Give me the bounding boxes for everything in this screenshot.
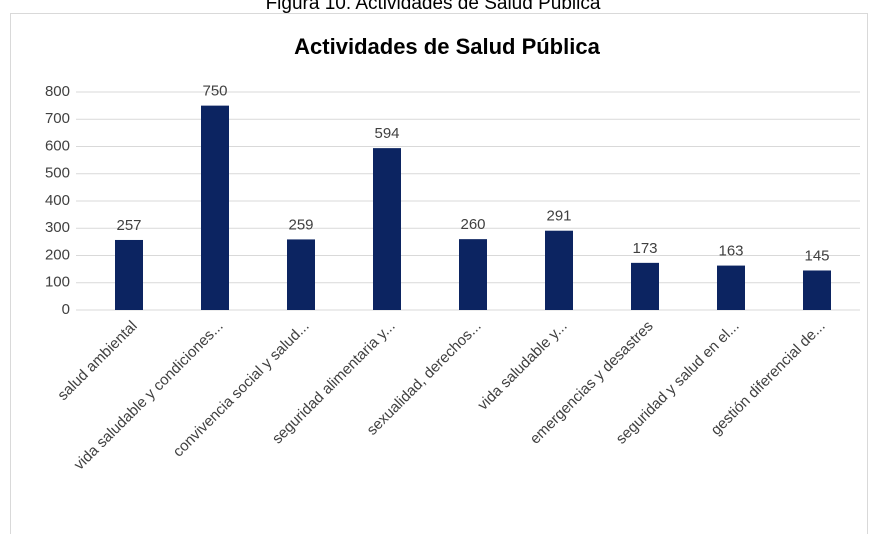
- bar: [115, 239, 143, 310]
- y-tick-label: 100: [45, 274, 70, 291]
- data-label: 145: [804, 247, 829, 264]
- y-tick-label: 600: [45, 137, 70, 154]
- y-tick-label: 800: [45, 83, 70, 100]
- bar: [373, 148, 401, 310]
- bar: [717, 265, 745, 310]
- chart-title: Actividades de Salud Pública: [294, 34, 600, 59]
- bar: [631, 262, 659, 310]
- y-tick-label: 300: [45, 219, 70, 236]
- bar: [201, 105, 229, 310]
- bar: [459, 239, 487, 310]
- bar: [803, 270, 831, 310]
- y-tick-label: 0: [62, 301, 70, 318]
- data-label: 259: [288, 216, 313, 233]
- data-label: 173: [632, 240, 657, 257]
- data-label: 594: [374, 125, 399, 142]
- y-tick-label: 500: [45, 165, 70, 182]
- y-tick-label: 400: [45, 192, 70, 209]
- data-label: 291: [546, 208, 571, 225]
- caption: Figura 10. Actividades de Salud Pública: [266, 0, 601, 14]
- bar: [545, 230, 573, 310]
- data-label: 260: [460, 216, 485, 233]
- bar: [287, 239, 315, 310]
- data-label: 163: [718, 243, 743, 260]
- y-tick-label: 700: [45, 110, 70, 127]
- data-label: 257: [116, 217, 141, 234]
- y-tick-label: 200: [45, 246, 70, 263]
- data-label: 750: [202, 83, 227, 100]
